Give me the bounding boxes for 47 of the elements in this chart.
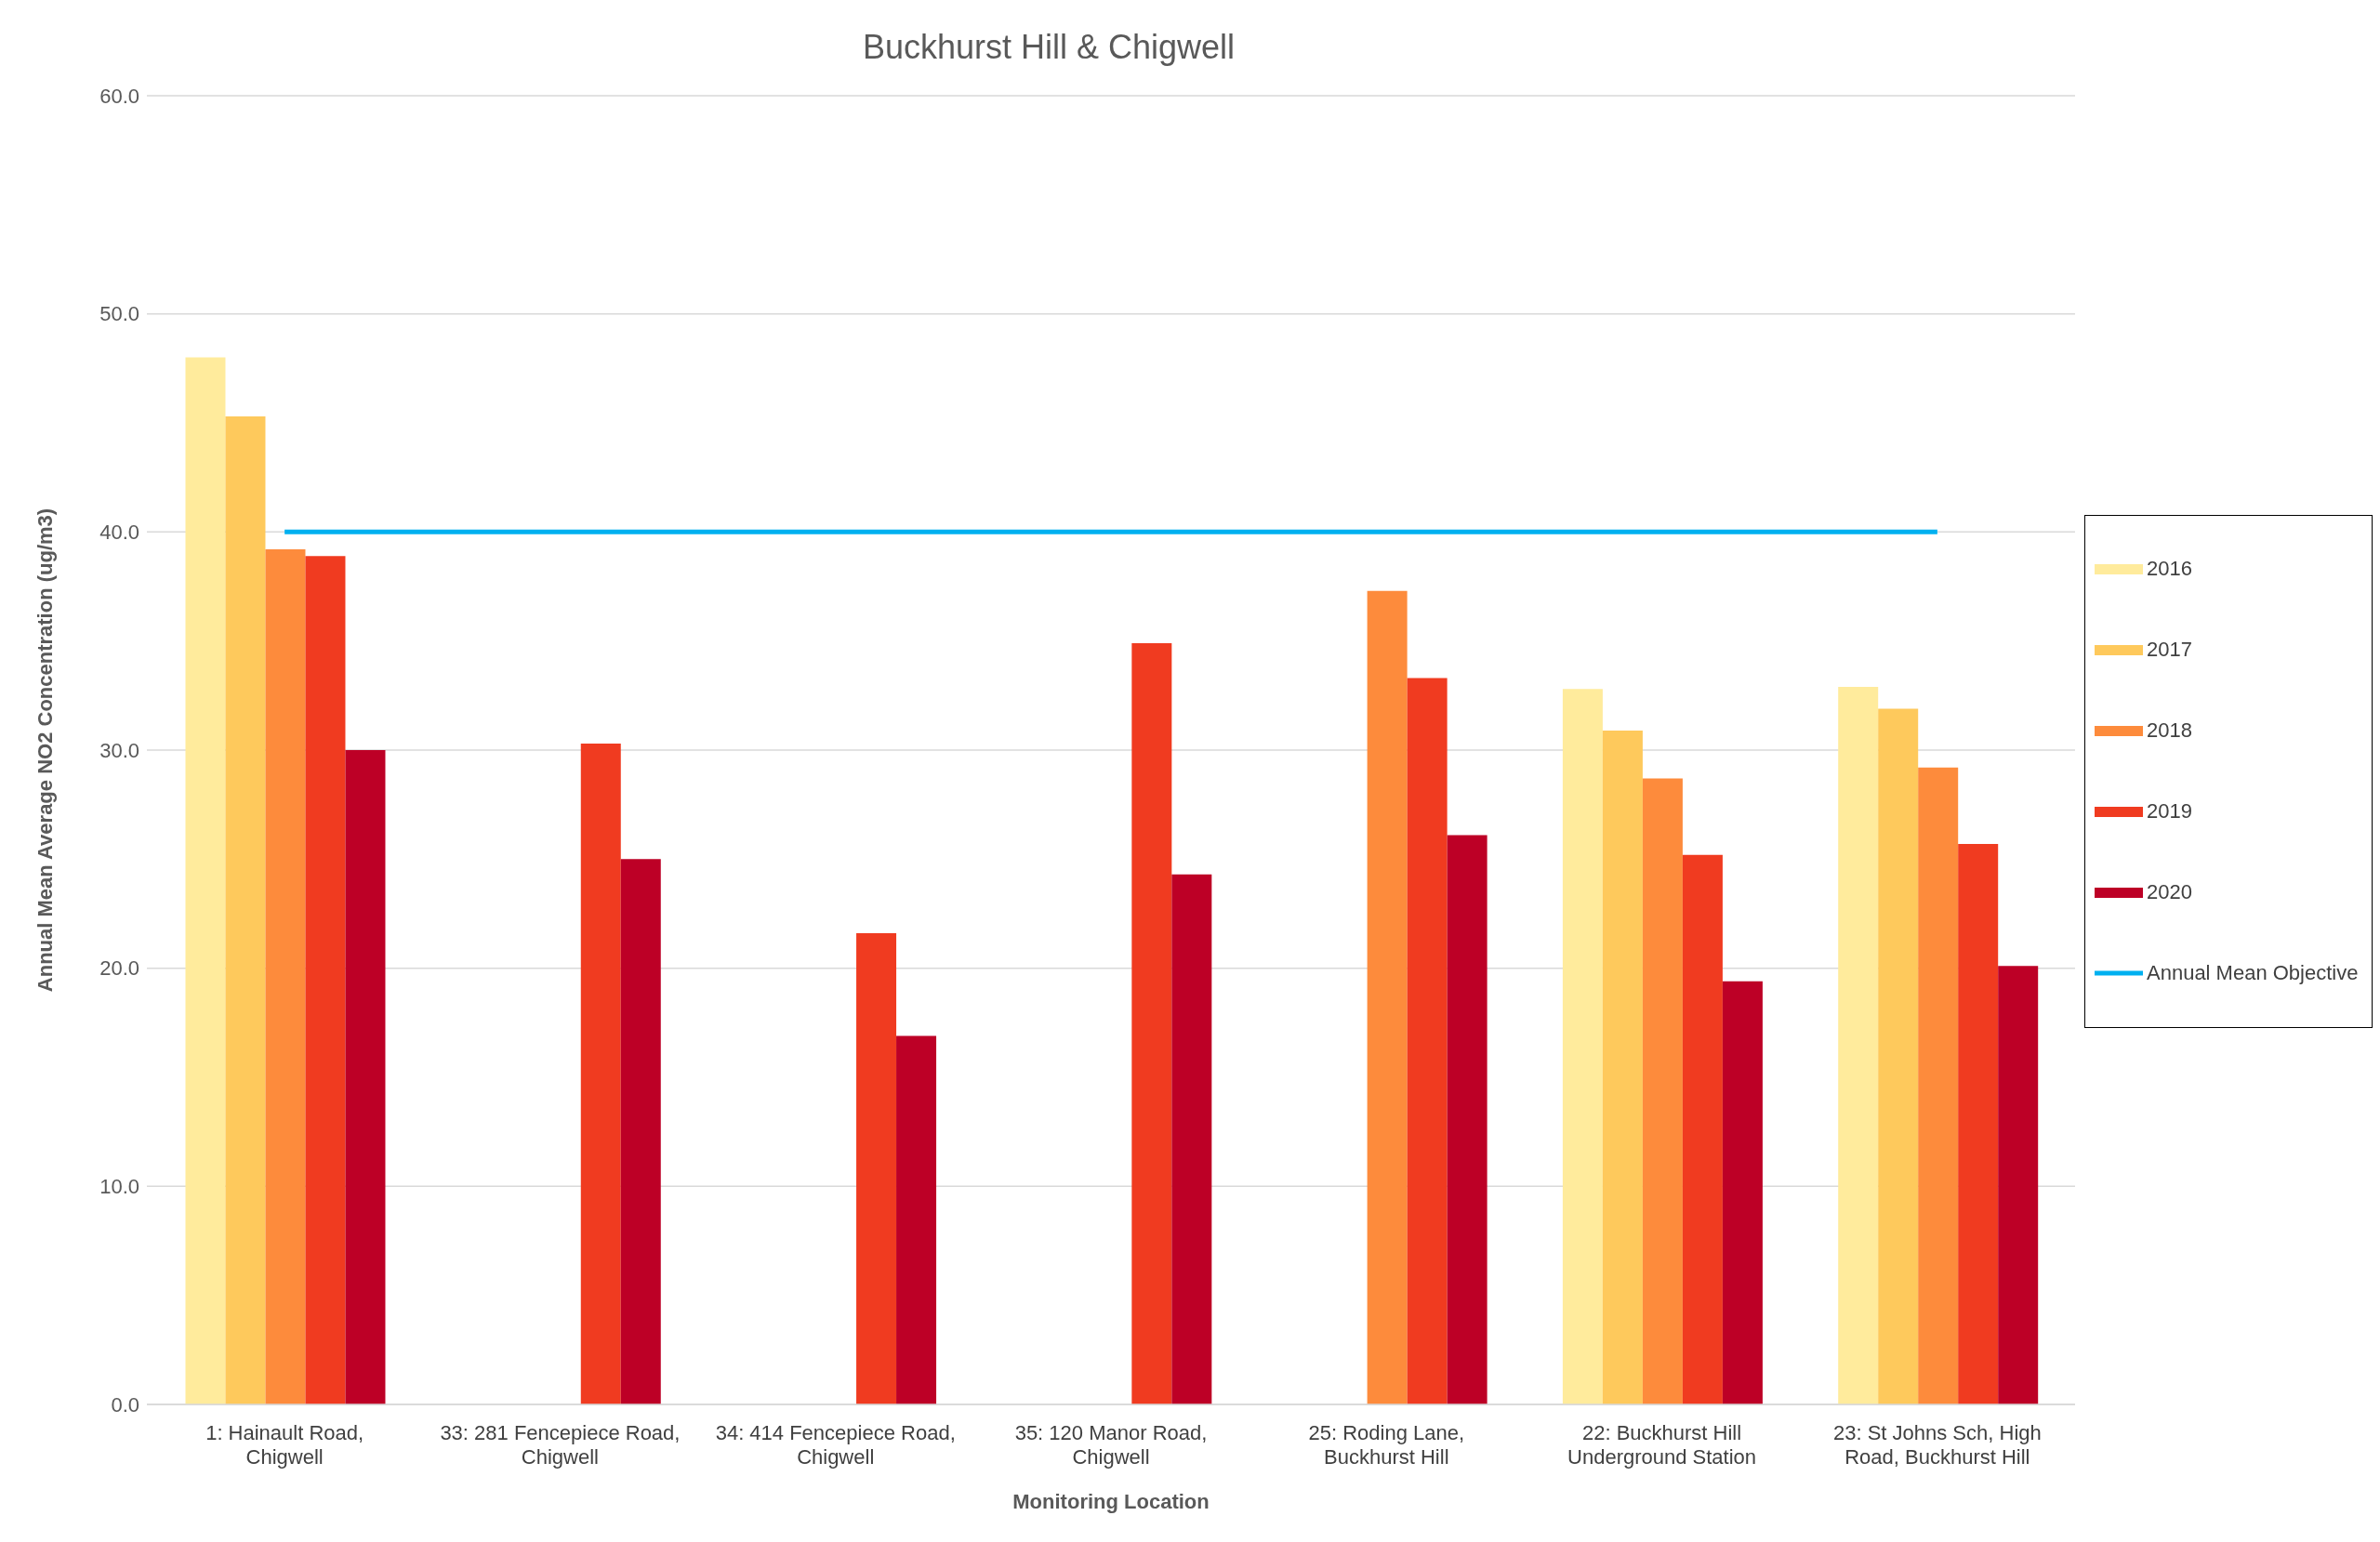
x-tick-label: 34: 414 Fencepiece Road, Chigwell bbox=[715, 1421, 956, 1470]
bar bbox=[1958, 843, 1999, 1404]
y-tick-label: 30.0 bbox=[99, 738, 139, 762]
x-axis-title: Monitoring Location bbox=[1012, 1490, 1210, 1513]
legend-label: 2018 bbox=[2147, 718, 2192, 743]
bar bbox=[265, 549, 306, 1404]
bar bbox=[1642, 778, 1683, 1404]
bar bbox=[1171, 874, 1212, 1404]
legend-label: 2016 bbox=[2147, 557, 2192, 581]
legend-label: Annual Mean Objective bbox=[2147, 961, 2359, 985]
bar bbox=[1602, 730, 1643, 1404]
y-tick-label: 10.0 bbox=[99, 1175, 139, 1199]
bar bbox=[580, 743, 621, 1404]
bar bbox=[225, 415, 266, 1404]
bar bbox=[185, 357, 226, 1404]
bar bbox=[305, 556, 346, 1404]
x-tick-label: 23: St Johns Sch, High Road, Buckhurst Hill bbox=[1832, 1421, 2042, 1470]
y-tick-label: 0.0 bbox=[111, 1392, 139, 1417]
bar bbox=[856, 933, 897, 1404]
bar bbox=[1878, 708, 1919, 1404]
bar bbox=[1447, 835, 1488, 1404]
legend-label: 2020 bbox=[2147, 880, 2192, 904]
bar bbox=[1918, 767, 1959, 1404]
bar bbox=[1838, 686, 1879, 1404]
bar bbox=[1562, 689, 1603, 1404]
bar bbox=[1407, 678, 1448, 1404]
bar bbox=[1682, 854, 1723, 1404]
bar bbox=[896, 1035, 937, 1404]
x-tick-label: 25: Roding Lane, Buckhurst Hill bbox=[1308, 1421, 1465, 1470]
x-tick-label: 33: 281 Fencepiece Road, Chigwell bbox=[440, 1421, 681, 1470]
legend-label: 2017 bbox=[2147, 638, 2192, 662]
bar bbox=[1367, 590, 1408, 1404]
bar bbox=[1131, 643, 1172, 1404]
y-tick-label: 60.0 bbox=[99, 84, 139, 108]
x-tick-label: 35: 120 Manor Road, Chigwell bbox=[1014, 1421, 1208, 1470]
y-axis-title: Annual Mean Average NO2 Concentration (ug/m3) bbox=[33, 507, 57, 993]
x-tick-label: 22: Buckhurst Hill Underground Station bbox=[1567, 1421, 1757, 1470]
legend-label: 2019 bbox=[2147, 799, 2192, 824]
x-tick-label: 1: Hainault Road, Chigwell bbox=[205, 1421, 364, 1470]
y-tick-label: 50.0 bbox=[99, 302, 139, 326]
bar bbox=[345, 750, 386, 1404]
bar bbox=[1722, 981, 1763, 1404]
bar bbox=[620, 859, 661, 1404]
bar bbox=[1998, 966, 2039, 1404]
chart-title: Buckhurst Hill & Chigwell bbox=[861, 28, 1236, 67]
y-tick-label: 20.0 bbox=[99, 956, 139, 981]
y-tick-label: 40.0 bbox=[99, 521, 139, 545]
